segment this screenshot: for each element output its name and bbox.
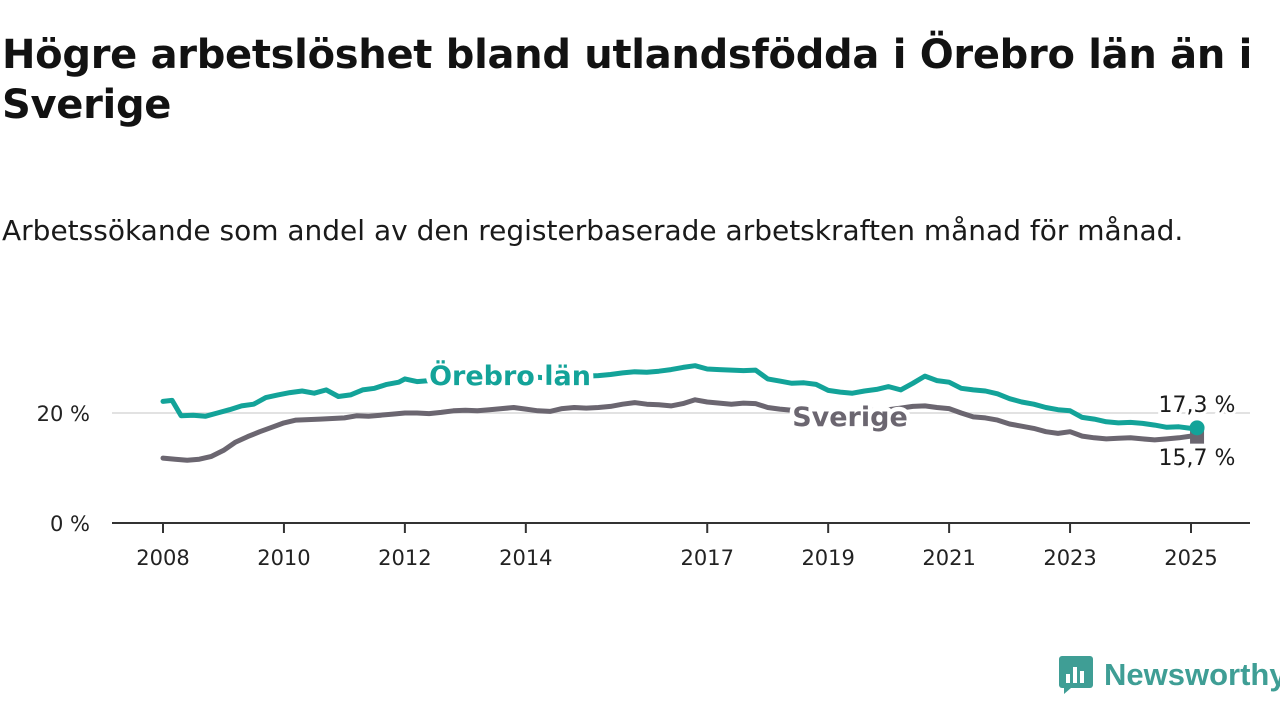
x-tick-label: 2021	[922, 546, 975, 570]
x-tick-label: 2010	[257, 546, 310, 570]
x-axis-ticks: 2008 2010 2012 2014 2017 2019 2021 2023 2025	[136, 523, 1218, 570]
x-tick-label: 2023	[1043, 546, 1096, 570]
line-chart: 0 % 20 % 2008 2010 2012 2014 2017 2019 2021 2023…	[36, 355, 1250, 570]
end-label-orebro: 17,3 %	[1159, 393, 1236, 418]
y-axis-labels: 0 % 20 %	[37, 402, 90, 536]
x-tick-label: 2008	[136, 546, 189, 570]
x-tick-label: 2014	[499, 546, 552, 570]
brand-logo: Newsworthy	[1058, 653, 1280, 697]
x-tick-label: 2019	[801, 546, 854, 570]
x-tick-label: 2025	[1164, 546, 1217, 570]
y-tick-label: 20 %	[37, 402, 90, 426]
brand-name: Newsworthy	[1104, 657, 1280, 692]
y-tick-label: 0 %	[50, 512, 90, 536]
series-line-sverige	[160, 397, 1200, 463]
series-labels: Örebro län Sverige 17,3 % 15,7 %	[425, 355, 1239, 475]
x-tick-label: 2012	[378, 546, 431, 570]
chart-subtitle: Arbetssökande som andel av den registerb…	[2, 214, 1184, 247]
series-label-sverige: Sverige	[792, 402, 908, 433]
newsworthy-logo-icon	[1059, 656, 1093, 694]
series-label-orebro: Örebro län	[429, 359, 591, 392]
series-lines	[160, 363, 1205, 463]
series-line-orebro	[160, 363, 1200, 431]
end-label-sverige: 15,7 %	[1159, 446, 1236, 471]
page-title: Högre arbetslöshet bland utlandsfödda i …	[2, 32, 1253, 128]
end-point-orebro	[1189, 420, 1205, 436]
x-tick-label: 2017	[681, 546, 734, 570]
